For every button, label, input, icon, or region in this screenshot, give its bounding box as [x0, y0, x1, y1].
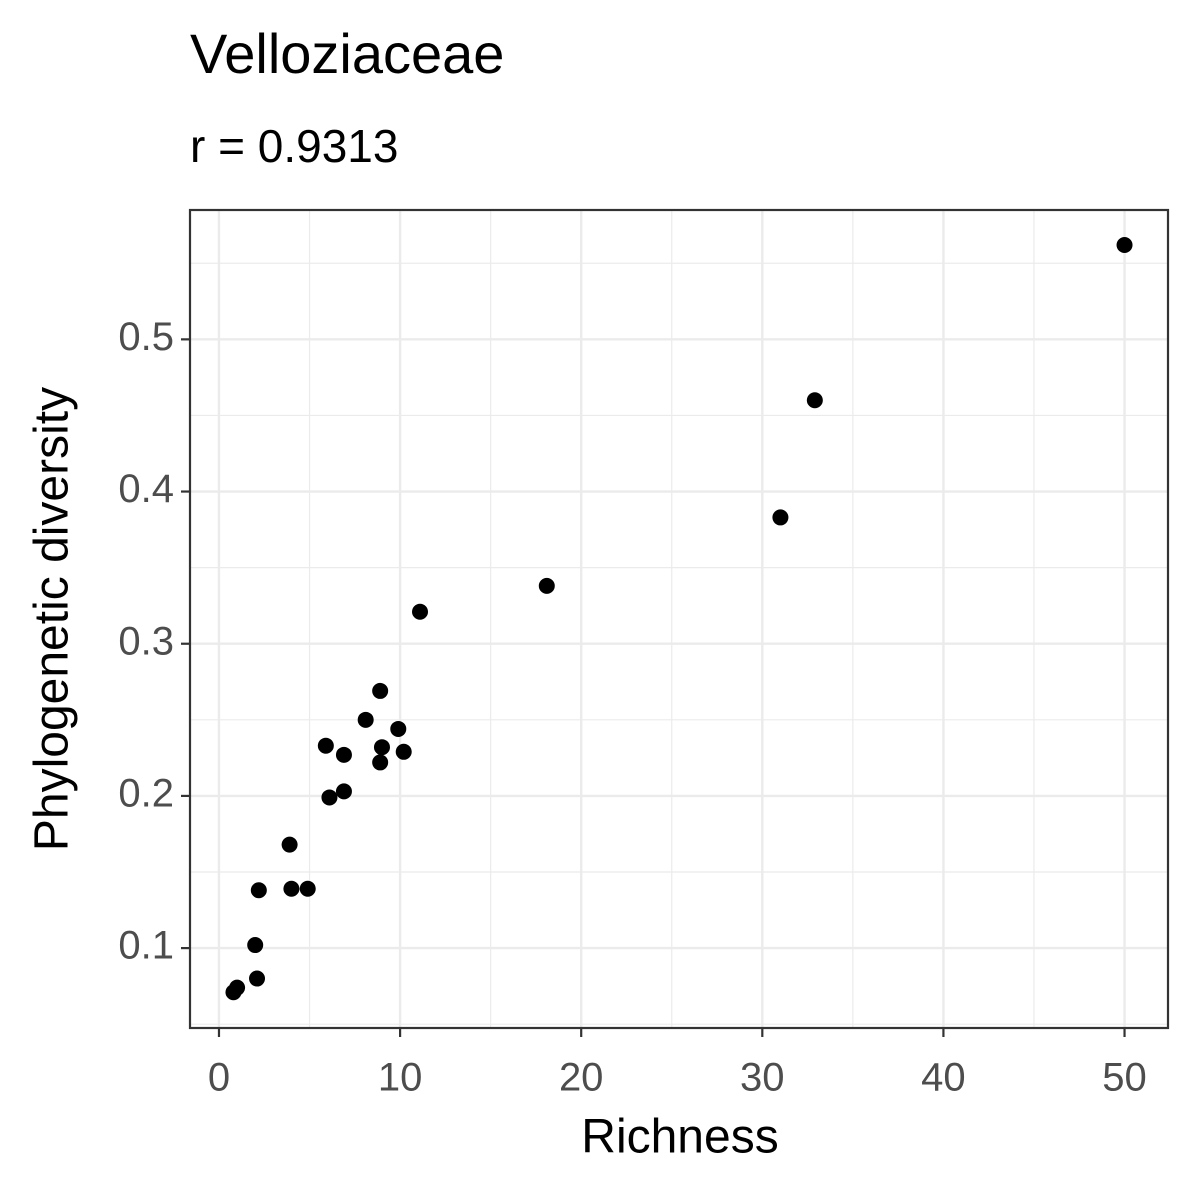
point	[225, 984, 242, 1001]
y-axis-title: Phylogenetic diversity	[26, 387, 79, 851]
point	[538, 577, 555, 594]
point	[283, 880, 300, 897]
y-tick-label: 0.3	[118, 619, 174, 663]
point	[412, 603, 429, 620]
point	[390, 720, 407, 737]
point	[772, 509, 789, 526]
point	[806, 392, 823, 409]
y-tick-label: 0.1	[118, 924, 174, 968]
x-tick-label: 50	[1102, 1056, 1147, 1100]
x-tick-label: 20	[559, 1056, 604, 1100]
y-tick-label: 0.2	[118, 771, 174, 815]
x-tick-label: 10	[378, 1056, 423, 1100]
point	[335, 746, 352, 763]
x-tick-label: 30	[740, 1056, 785, 1100]
panel-border	[188, 208, 1170, 1030]
y-tick-label: 0.5	[118, 315, 174, 359]
points	[225, 237, 1133, 1001]
grid	[190, 210, 1168, 1028]
chart-subtitle: r = 0.9313	[190, 120, 398, 172]
point	[281, 836, 298, 853]
point	[1116, 237, 1133, 254]
x-tick-label: 40	[921, 1056, 966, 1100]
point	[247, 937, 264, 954]
point	[357, 711, 374, 728]
point	[373, 739, 390, 756]
point	[372, 754, 389, 771]
point	[321, 789, 338, 806]
x-axis-title: Richness	[581, 1111, 778, 1164]
point	[249, 970, 266, 987]
chart-title: Velloziaceae	[190, 22, 504, 85]
point	[317, 737, 334, 754]
point	[250, 882, 267, 899]
y-tick-label: 0.4	[118, 467, 174, 511]
point	[395, 743, 412, 760]
point	[372, 682, 389, 699]
point	[335, 783, 352, 800]
x-tick-label: 0	[208, 1056, 230, 1100]
point	[299, 880, 316, 897]
